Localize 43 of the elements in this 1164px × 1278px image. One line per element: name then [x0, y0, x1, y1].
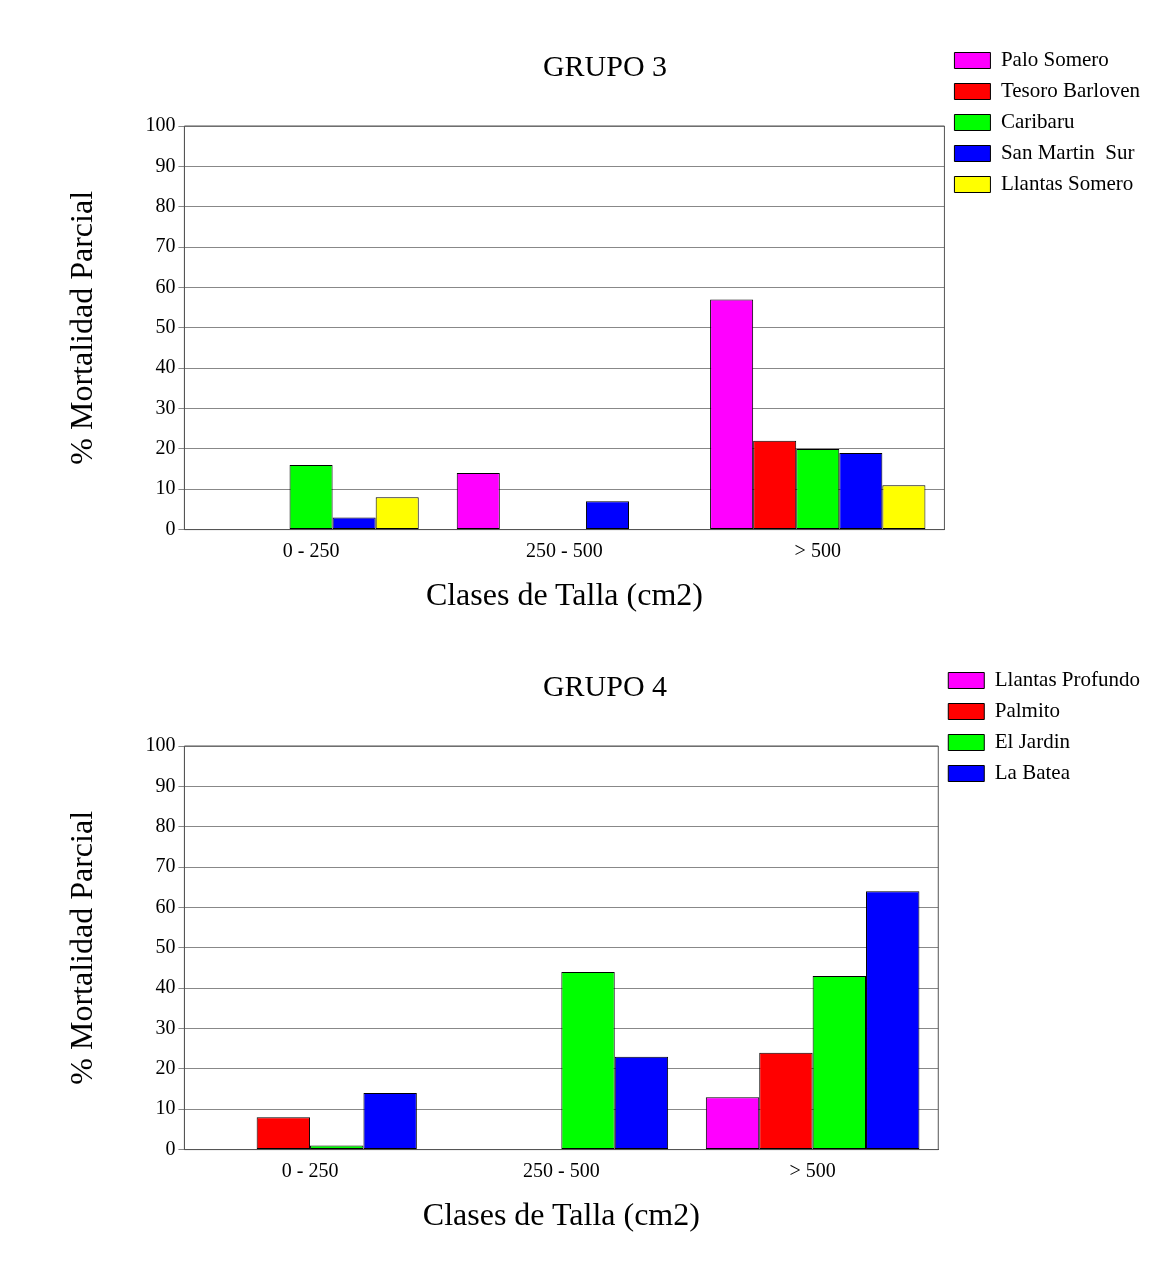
- y-axis-title: % Mortalidad Parcial: [62, 190, 99, 465]
- y-tick-label: 60: [155, 894, 176, 917]
- legend-label: Palmito: [994, 698, 1061, 723]
- y-tick-label: 20: [155, 1056, 176, 1079]
- legend-label: Palo Somero: [1000, 47, 1109, 72]
- legend-label: Llantas Profundo: [994, 667, 1141, 692]
- y-axis-title: % Mortalidad Parcial: [62, 810, 99, 1085]
- legend-label: El Jardin: [994, 729, 1071, 754]
- y-tick-label: 20: [155, 436, 176, 459]
- y-tick-label: 100: [145, 733, 176, 756]
- x-tick-label: 0 - 250: [282, 538, 340, 561]
- chart-title: GRUPO 4: [542, 668, 668, 702]
- legend-label: Tesoro Barloven: [1000, 78, 1141, 103]
- x-tick-label: 0 - 250: [281, 1158, 339, 1181]
- legend-label: Llantas Somero: [1000, 171, 1134, 196]
- y-tick-label: 90: [155, 773, 176, 796]
- legend-label: Caribaru: [1000, 109, 1075, 134]
- y-tick-label: 0: [165, 1136, 176, 1159]
- y-tick-label: 0: [165, 516, 176, 539]
- y-tick-label: 50: [155, 315, 176, 338]
- x-axis-title: Clases de Talla (cm2): [422, 1196, 700, 1233]
- y-tick-label: 90: [155, 153, 176, 176]
- y-tick-label: 100: [145, 113, 176, 136]
- y-tick-label: 70: [155, 854, 176, 877]
- y-tick-label: 10: [155, 1096, 176, 1119]
- y-tick-label: 30: [155, 1015, 176, 1038]
- x-tick-label: > 500: [789, 1158, 836, 1181]
- x-tick-label: > 500: [794, 538, 841, 561]
- legend-label: San Martin Sur: [1000, 140, 1135, 165]
- y-tick-label: 80: [155, 193, 176, 216]
- y-tick-label: 30: [155, 395, 176, 418]
- y-tick-label: 60: [155, 274, 176, 297]
- x-tick-label: 250 - 500: [523, 1158, 600, 1181]
- legend-label: La Batea: [994, 760, 1071, 785]
- chart-title: GRUPO 3: [542, 48, 668, 82]
- y-tick-label: 80: [155, 813, 176, 836]
- y-tick-label: 50: [155, 935, 176, 958]
- x-axis-title: Clases de Talla (cm2): [425, 576, 703, 613]
- y-tick-label: 10: [155, 476, 176, 499]
- y-tick-label: 40: [155, 975, 176, 998]
- y-tick-label: 40: [155, 355, 176, 378]
- y-tick-label: 70: [155, 234, 176, 257]
- x-tick-label: 250 - 500: [526, 538, 603, 561]
